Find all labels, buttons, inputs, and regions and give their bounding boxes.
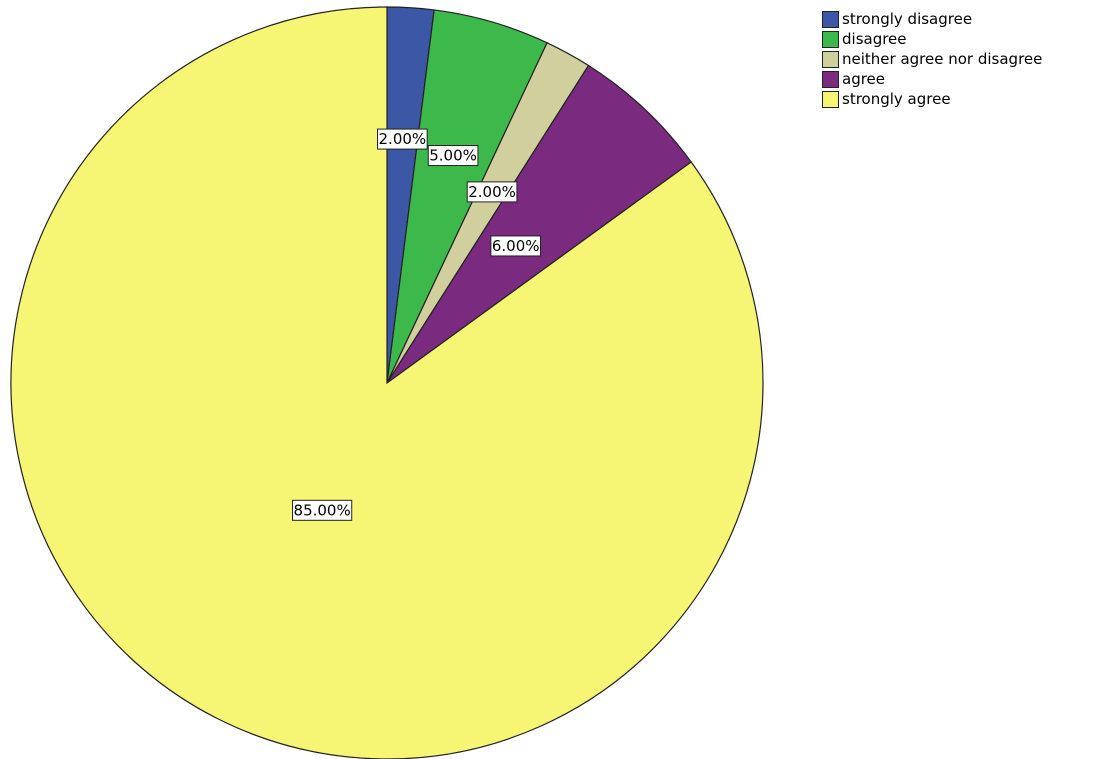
slice-labels: 2.00%5.00%2.00%6.00%85.00% [292,128,542,521]
slice-label-box [427,145,479,167]
legend-label: neither agree nor disagree [842,50,1043,68]
svg-text:85.00%: 85.00% [294,501,351,519]
legend-item-neither: neither agree nor disagree [822,49,1042,69]
legend-label: disagree [842,30,907,48]
legend-item-strongly-agree: strongly agree [822,89,1042,109]
legend-label: strongly agree [842,90,951,108]
slice-label-box [466,181,518,203]
slice-label-box [490,235,542,257]
legend-swatch [822,50,839,68]
legend-label: agree [842,70,886,88]
slice-value-label: 6.00% [490,235,542,257]
pie-slice-agree [386,64,693,384]
legend-item-agree: agree [822,69,1042,89]
slice-value-label: 2.00% [377,128,428,150]
chart-legend: strongly disagree disagree neither agree… [822,9,1042,109]
slice-label-box [292,499,353,521]
slice-value-label: 5.00% [427,145,479,167]
legend-swatch [822,70,839,88]
legend-swatch [822,30,839,48]
svg-text:2.00%: 2.00% [468,183,516,201]
slice-label-box [377,128,428,150]
legend-item-strongly-disagree: strongly disagree [822,9,1042,29]
legend-label: strongly disagree [842,10,973,28]
legend-item-disagree: disagree [822,29,1042,49]
svg-text:2.00%: 2.00% [379,130,427,148]
slice-value-label: 2.00% [466,181,518,203]
legend-swatch [822,90,839,108]
svg-text:6.00%: 6.00% [492,237,540,255]
svg-text:5.00%: 5.00% [429,147,477,165]
pie-slice-strongly-agree [10,6,764,759]
legend-swatch [822,10,839,28]
slice-value-label: 85.00% [292,499,353,521]
pie-slices [10,6,764,759]
